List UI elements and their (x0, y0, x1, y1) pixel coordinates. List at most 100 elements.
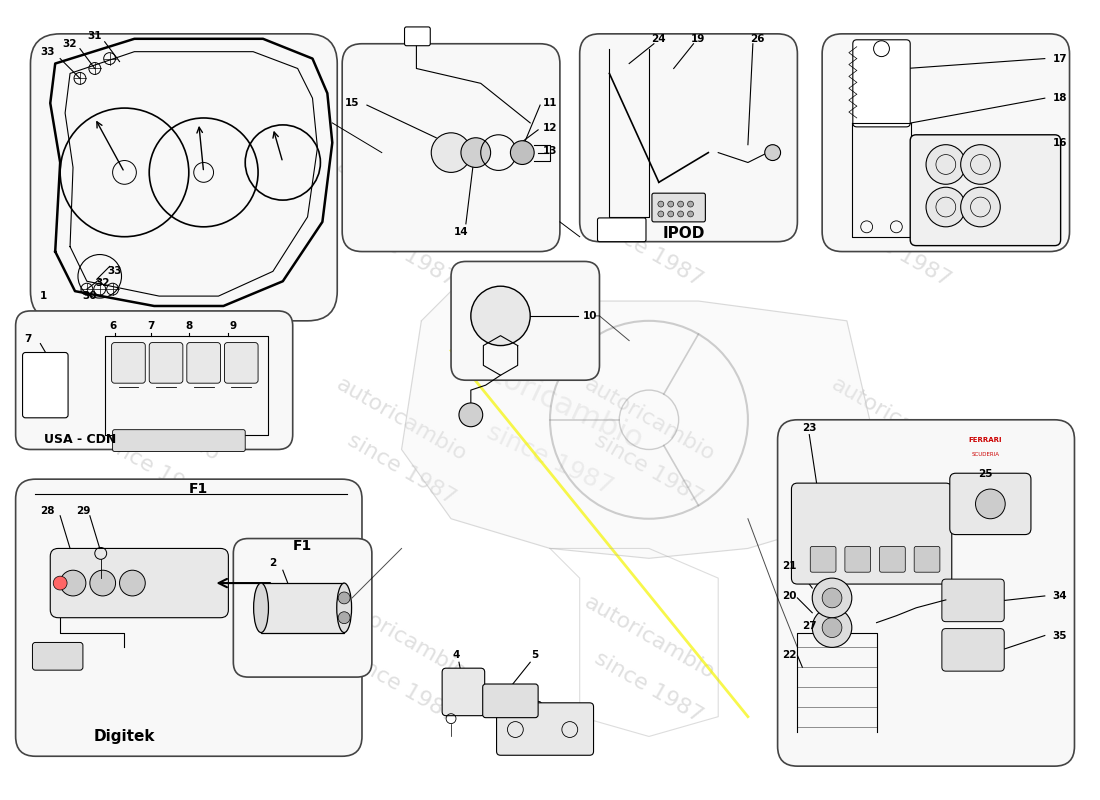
FancyBboxPatch shape (15, 479, 362, 756)
FancyBboxPatch shape (31, 34, 338, 321)
Text: 8: 8 (185, 321, 192, 330)
Text: 11: 11 (542, 98, 558, 108)
Text: 31: 31 (88, 31, 102, 41)
FancyBboxPatch shape (224, 342, 258, 383)
Circle shape (60, 570, 86, 596)
FancyBboxPatch shape (845, 546, 870, 572)
FancyBboxPatch shape (187, 342, 220, 383)
Text: 7: 7 (147, 321, 155, 330)
Circle shape (510, 141, 535, 165)
Text: 33: 33 (108, 266, 122, 276)
Text: 23: 23 (802, 422, 816, 433)
Text: 29: 29 (76, 506, 90, 516)
FancyBboxPatch shape (792, 483, 952, 584)
FancyBboxPatch shape (442, 668, 485, 716)
Text: 16: 16 (1053, 138, 1067, 148)
FancyBboxPatch shape (405, 27, 430, 46)
Circle shape (461, 138, 491, 167)
Text: 9: 9 (230, 321, 236, 330)
Text: autoricambio: autoricambio (86, 157, 223, 247)
FancyBboxPatch shape (942, 629, 1004, 671)
Circle shape (338, 592, 350, 604)
Circle shape (658, 201, 663, 207)
Text: 6: 6 (109, 321, 117, 330)
FancyBboxPatch shape (580, 34, 798, 242)
Text: autoricambio: autoricambio (86, 374, 223, 466)
Text: since 1987: since 1987 (483, 420, 617, 499)
Text: 20: 20 (782, 591, 796, 601)
Text: 13: 13 (542, 146, 558, 156)
Circle shape (431, 133, 471, 172)
FancyBboxPatch shape (880, 546, 905, 572)
Text: 19: 19 (691, 34, 705, 44)
Text: 30: 30 (82, 291, 97, 301)
FancyBboxPatch shape (15, 311, 293, 450)
Text: since 1987: since 1987 (344, 213, 459, 290)
Text: 32: 32 (63, 38, 77, 49)
FancyBboxPatch shape (811, 546, 836, 572)
Text: 26: 26 (750, 34, 766, 44)
Circle shape (471, 286, 530, 346)
Text: autoricambio: autoricambio (827, 374, 965, 466)
Text: FERRARI: FERRARI (969, 437, 1002, 442)
Circle shape (658, 211, 663, 217)
Text: SCUDERIA: SCUDERIA (971, 452, 1000, 457)
FancyBboxPatch shape (914, 546, 939, 572)
FancyBboxPatch shape (233, 538, 372, 677)
Text: 22: 22 (782, 650, 796, 660)
Text: 33: 33 (40, 46, 55, 57)
Circle shape (338, 612, 350, 624)
Text: since 1987: since 1987 (838, 213, 954, 290)
FancyBboxPatch shape (949, 474, 1031, 534)
Circle shape (926, 145, 966, 184)
Ellipse shape (337, 583, 352, 633)
Polygon shape (402, 291, 877, 558)
Circle shape (812, 608, 851, 647)
Text: since 1987: since 1987 (97, 648, 212, 726)
Text: 35: 35 (1053, 630, 1067, 641)
Text: 1: 1 (40, 291, 47, 301)
Text: autoricambio: autoricambio (827, 592, 965, 683)
Text: 21: 21 (782, 562, 796, 571)
Text: IPOD: IPOD (662, 226, 705, 242)
FancyBboxPatch shape (23, 353, 68, 418)
FancyBboxPatch shape (342, 44, 560, 251)
Text: autoricambio: autoricambio (581, 592, 717, 683)
Circle shape (926, 187, 966, 227)
FancyBboxPatch shape (942, 579, 1004, 622)
Circle shape (120, 570, 145, 596)
FancyBboxPatch shape (51, 549, 229, 618)
Text: since 1987: since 1987 (97, 430, 212, 508)
Text: F1: F1 (189, 482, 208, 496)
Text: 7: 7 (24, 334, 31, 344)
Text: 14: 14 (453, 226, 469, 237)
Text: 32: 32 (96, 278, 110, 288)
Circle shape (976, 489, 1005, 518)
Text: 12: 12 (542, 123, 558, 133)
Text: autoricambio: autoricambio (581, 157, 717, 247)
Circle shape (668, 201, 673, 207)
FancyBboxPatch shape (822, 34, 1069, 251)
Text: since 1987: since 1987 (97, 213, 212, 290)
Circle shape (678, 211, 683, 217)
Text: 27: 27 (802, 621, 816, 630)
FancyBboxPatch shape (150, 342, 183, 383)
Circle shape (678, 201, 683, 207)
FancyBboxPatch shape (597, 218, 646, 242)
Ellipse shape (254, 583, 268, 633)
FancyBboxPatch shape (652, 193, 705, 222)
FancyBboxPatch shape (496, 703, 594, 755)
Circle shape (812, 578, 851, 618)
Circle shape (90, 570, 116, 596)
Bar (261, 583, 344, 633)
Circle shape (822, 618, 842, 638)
Text: since 1987: since 1987 (592, 648, 706, 726)
Text: autoricambio: autoricambio (581, 374, 717, 466)
FancyBboxPatch shape (852, 40, 910, 127)
FancyBboxPatch shape (451, 262, 600, 380)
Text: 28: 28 (40, 506, 55, 516)
Text: autoricambio: autoricambio (86, 592, 223, 683)
Text: USA - CDN: USA - CDN (44, 433, 117, 446)
Text: autoricambio: autoricambio (333, 374, 471, 466)
Text: since 1987: since 1987 (838, 430, 954, 508)
